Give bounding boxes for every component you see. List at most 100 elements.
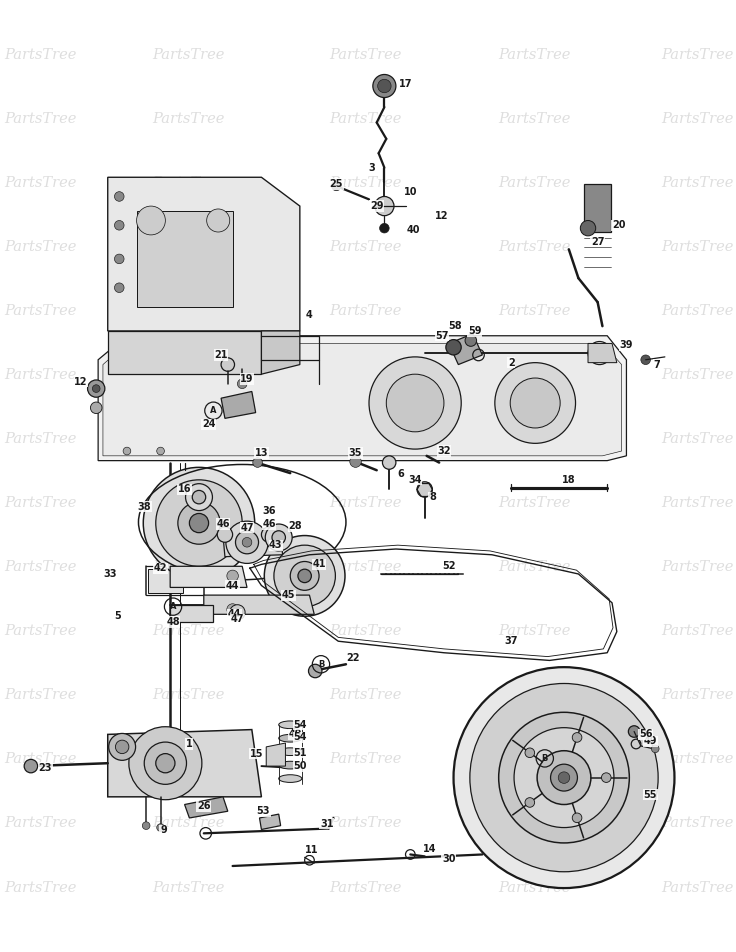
Circle shape <box>227 604 238 615</box>
Polygon shape <box>223 533 283 557</box>
Text: PartsTree: PartsTree <box>661 49 734 62</box>
Polygon shape <box>266 744 286 766</box>
Text: PartsTree: PartsTree <box>329 496 401 510</box>
Text: PartsTree: PartsTree <box>499 752 571 766</box>
Text: PartsTree: PartsTree <box>661 241 734 254</box>
Circle shape <box>238 379 247 388</box>
Text: PartsTree: PartsTree <box>152 688 224 703</box>
Text: 11: 11 <box>305 844 318 855</box>
Circle shape <box>551 764 578 791</box>
Polygon shape <box>107 729 261 797</box>
Text: 1: 1 <box>186 739 193 749</box>
Circle shape <box>298 569 311 583</box>
Circle shape <box>24 760 38 773</box>
Text: B: B <box>542 754 548 763</box>
Text: PartsTree: PartsTree <box>329 241 401 254</box>
Text: PartsTree: PartsTree <box>661 496 734 510</box>
Text: PartsTree: PartsTree <box>4 881 76 895</box>
Circle shape <box>217 526 233 543</box>
Text: 47: 47 <box>240 523 254 533</box>
Circle shape <box>470 684 658 872</box>
Text: 46: 46 <box>216 519 230 529</box>
Text: 55: 55 <box>644 790 657 800</box>
Text: PartsTree: PartsTree <box>499 176 571 190</box>
Circle shape <box>375 196 394 216</box>
Circle shape <box>156 754 175 773</box>
Text: PartsTree: PartsTree <box>329 112 401 127</box>
Text: PartsTree: PartsTree <box>499 112 571 127</box>
Text: 56: 56 <box>639 729 652 740</box>
Circle shape <box>580 221 595 236</box>
Circle shape <box>417 482 433 497</box>
Circle shape <box>221 358 235 371</box>
Text: 20: 20 <box>612 220 626 230</box>
Text: PartsTree: PartsTree <box>329 817 401 830</box>
Text: 12: 12 <box>435 210 449 221</box>
Circle shape <box>601 773 611 783</box>
Text: 47: 47 <box>230 614 244 625</box>
Polygon shape <box>137 211 233 307</box>
Text: PartsTree: PartsTree <box>661 432 734 446</box>
Circle shape <box>226 521 268 564</box>
Text: A: A <box>170 602 177 611</box>
Text: PartsTree: PartsTree <box>661 305 734 318</box>
Circle shape <box>129 726 202 800</box>
Circle shape <box>123 447 131 455</box>
Text: PartsTree: PartsTree <box>499 561 571 574</box>
Circle shape <box>386 374 444 432</box>
Circle shape <box>230 605 245 620</box>
Polygon shape <box>170 605 213 622</box>
Text: 12: 12 <box>74 377 88 387</box>
Text: PartsTree: PartsTree <box>152 881 224 895</box>
Text: 36: 36 <box>262 506 276 516</box>
Circle shape <box>331 181 342 190</box>
Text: PartsTree: PartsTree <box>499 496 571 510</box>
Text: PartsTree: PartsTree <box>499 688 571 703</box>
Bar <box>584 184 611 232</box>
Text: PartsTree: PartsTree <box>499 368 571 383</box>
Circle shape <box>373 74 396 97</box>
Text: PartsTree: PartsTree <box>661 368 734 383</box>
Text: PartsTree: PartsTree <box>4 817 76 830</box>
Polygon shape <box>588 344 617 363</box>
Text: PartsTree: PartsTree <box>661 752 734 766</box>
Text: PartsTree: PartsTree <box>499 625 571 639</box>
Circle shape <box>91 402 102 413</box>
Text: 33: 33 <box>103 569 116 579</box>
Circle shape <box>92 385 100 392</box>
Circle shape <box>510 378 560 428</box>
Circle shape <box>156 480 242 566</box>
Text: PartsTree: PartsTree <box>4 496 76 510</box>
Circle shape <box>88 380 105 397</box>
Text: 32: 32 <box>437 446 450 456</box>
Circle shape <box>227 570 238 582</box>
Polygon shape <box>185 797 228 818</box>
Text: 42: 42 <box>154 564 167 573</box>
Text: 26: 26 <box>197 802 210 811</box>
Circle shape <box>192 490 206 504</box>
Text: PartsTree: PartsTree <box>4 176 76 190</box>
Circle shape <box>446 340 461 355</box>
Text: PartsTree: PartsTree <box>4 49 76 62</box>
Circle shape <box>272 531 286 545</box>
Polygon shape <box>204 595 314 614</box>
Circle shape <box>573 813 582 823</box>
Text: PartsTree: PartsTree <box>661 112 734 127</box>
Text: 27: 27 <box>591 237 604 247</box>
Text: PartsTree: PartsTree <box>152 176 224 190</box>
Text: PartsTree: PartsTree <box>4 688 76 703</box>
Circle shape <box>142 822 150 829</box>
Text: 43: 43 <box>269 540 283 550</box>
Circle shape <box>189 513 208 533</box>
Text: 5: 5 <box>114 611 121 622</box>
Polygon shape <box>261 331 300 374</box>
Text: 44: 44 <box>226 581 239 590</box>
Text: 41: 41 <box>312 560 326 569</box>
Text: 15: 15 <box>250 748 263 759</box>
Text: A: A <box>210 407 216 415</box>
Text: 53: 53 <box>257 806 270 816</box>
Text: PartsTree: PartsTree <box>499 305 571 318</box>
Text: PartsTree: PartsTree <box>499 241 571 254</box>
Text: PartsTree: PartsTree <box>152 49 224 62</box>
Text: 3: 3 <box>369 163 375 172</box>
